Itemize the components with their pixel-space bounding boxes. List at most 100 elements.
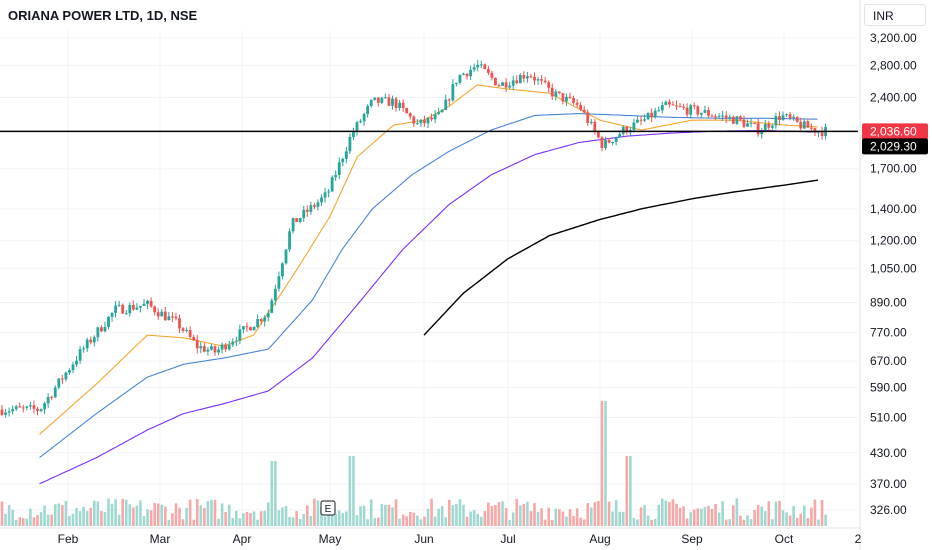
candle-body xyxy=(472,67,476,70)
volume-bar xyxy=(536,512,540,526)
candle-body xyxy=(327,191,330,193)
volume-bar xyxy=(732,505,735,526)
volume-bar xyxy=(29,508,32,526)
candle-body xyxy=(0,409,4,415)
volume-bar xyxy=(18,517,22,526)
candle-body xyxy=(536,79,540,81)
candle-body xyxy=(288,231,291,250)
candle-body xyxy=(767,123,771,128)
candle-body xyxy=(117,304,121,306)
candle-body xyxy=(749,122,753,124)
volume-bar xyxy=(188,499,192,526)
candle-body xyxy=(263,317,267,322)
candle-body xyxy=(678,105,682,107)
x-tick-label: Jun xyxy=(414,532,433,546)
volume-bar xyxy=(39,512,43,526)
volume-bar xyxy=(284,506,288,526)
candle-body xyxy=(699,112,703,115)
candle-body xyxy=(281,263,284,277)
volume-bar xyxy=(586,503,590,526)
volume-bar xyxy=(235,510,238,526)
candle-body xyxy=(249,327,252,331)
volume-bar xyxy=(533,503,536,526)
candle-body xyxy=(781,115,785,121)
x-tick-label: Jul xyxy=(500,532,515,546)
candle-body xyxy=(174,316,178,319)
candle-body xyxy=(391,98,394,106)
volume-bar xyxy=(575,508,579,526)
volume-bar xyxy=(359,506,362,526)
volume-bar xyxy=(448,499,451,526)
candle-body xyxy=(316,202,320,207)
volume-bar xyxy=(813,499,817,526)
candle-body xyxy=(242,326,245,330)
candle-body xyxy=(149,300,153,307)
candle-body xyxy=(227,344,231,350)
candle-body xyxy=(100,327,103,332)
volume-bar xyxy=(756,505,760,526)
volume-bar xyxy=(71,513,75,526)
volume-bar xyxy=(405,516,408,526)
y-tick-label: 3,200.00 xyxy=(870,31,917,45)
volume-bar xyxy=(195,499,199,526)
candle-body xyxy=(405,108,409,114)
currency-selector[interactable]: INR xyxy=(864,4,926,26)
candle-body xyxy=(4,412,7,415)
volume-bar xyxy=(11,509,14,526)
volume-bar xyxy=(408,511,412,526)
volume-bar xyxy=(171,513,174,526)
chart-title: ORIANA POWER LTD, 1D, NSE xyxy=(8,8,198,23)
candle-body xyxy=(36,408,39,411)
volume-bar xyxy=(515,498,519,526)
candle-body xyxy=(788,114,792,118)
candle-body xyxy=(639,119,643,121)
volume-bar xyxy=(522,503,526,526)
x-tick-label: Oct xyxy=(775,532,794,546)
candle-body xyxy=(256,319,259,327)
candle-body xyxy=(611,142,614,144)
candle-body xyxy=(508,85,512,88)
candle-body xyxy=(511,80,515,86)
candle-body xyxy=(802,121,806,129)
candle-body xyxy=(362,113,366,122)
volume-bar xyxy=(746,515,749,526)
volume-bar xyxy=(401,514,405,526)
candle-body xyxy=(387,97,391,106)
volume-bar xyxy=(206,501,210,526)
candle-body xyxy=(547,82,551,88)
candle-body xyxy=(245,326,249,328)
candle-body xyxy=(721,115,725,117)
candle-body xyxy=(153,306,157,313)
volume-bar xyxy=(472,510,476,526)
volume-bar xyxy=(572,515,575,526)
volume-bar xyxy=(89,507,93,526)
candle-body xyxy=(778,116,781,121)
volume-bar xyxy=(185,507,188,526)
candle-body xyxy=(522,75,526,79)
volume-bar xyxy=(430,498,433,526)
volume-bar xyxy=(316,500,320,526)
volume-bar xyxy=(302,513,306,526)
volume-bar xyxy=(82,506,85,526)
candle-body xyxy=(344,151,348,159)
candle-body xyxy=(707,110,710,116)
candle-body xyxy=(785,114,788,116)
y-tick-label: 326.00 xyxy=(870,503,907,517)
volume-bar xyxy=(597,501,600,526)
candle-body xyxy=(426,117,430,124)
candle-body xyxy=(664,101,668,106)
volume-bar xyxy=(582,519,586,526)
volume-bar xyxy=(7,505,11,526)
volume-bar xyxy=(164,506,167,526)
y-tick-label: 2,800.00 xyxy=(870,59,917,73)
candle-body xyxy=(717,115,721,117)
candle-body xyxy=(703,110,707,113)
candle-body xyxy=(359,121,362,123)
volume-bar xyxy=(274,461,277,526)
candle-body xyxy=(53,387,57,398)
volume-bar xyxy=(174,503,178,526)
candle-body xyxy=(625,126,629,133)
volume-bar xyxy=(707,505,710,526)
